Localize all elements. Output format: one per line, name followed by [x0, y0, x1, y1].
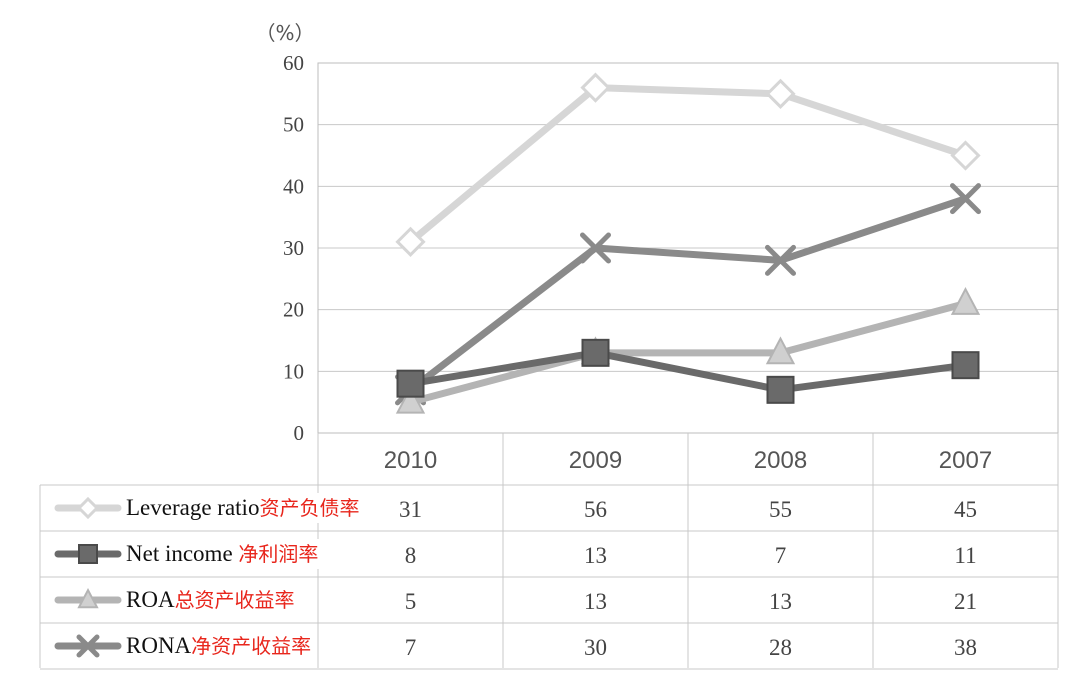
legend-entry-name: RONA — [126, 633, 192, 658]
legend-entry-name: Net income — [126, 541, 239, 566]
data-point — [766, 375, 795, 404]
legend-entry-name-cn: 净资产收益率 — [191, 634, 312, 658]
series-line — [407, 349, 969, 394]
marker-shape — [950, 183, 981, 215]
series — [395, 72, 981, 414]
data-point — [765, 244, 796, 276]
legend-key-marker — [77, 587, 99, 609]
legend-entry-label: Net income 净利润率 — [124, 539, 321, 569]
table-cell: 11 — [954, 543, 976, 568]
y-tick-label: 20 — [283, 298, 304, 322]
marker-shape — [765, 336, 796, 365]
y-tick-label: 40 — [283, 174, 304, 198]
data-point — [765, 78, 796, 109]
marker-shape — [581, 338, 610, 367]
legend-entry-label: Leverage ratio资产负债率 — [124, 493, 362, 523]
data-point — [950, 140, 981, 171]
x-tick-label: 2009 — [569, 447, 622, 474]
y-tick-label: 10 — [283, 359, 304, 383]
table-cell: 28 — [769, 635, 792, 660]
axes: （%） 0 10 20 30 40 50 60 2010 2009 2008 2007 — [255, 21, 992, 474]
marker-shape — [765, 78, 796, 109]
table-cell: 7 — [775, 543, 787, 568]
marker-shape — [396, 369, 425, 398]
table-cell: 21 — [954, 589, 977, 614]
marker-shape — [765, 244, 796, 276]
data-point — [950, 183, 981, 215]
x-tick-label: 2008 — [754, 447, 807, 474]
x-tick-label: 2007 — [939, 447, 992, 474]
marker-shape — [76, 496, 100, 520]
data-point — [395, 385, 426, 414]
data-point — [581, 338, 610, 367]
data-table: 31 56 55 45 8 13 7 11 5 13 13 21 7 30 28 38 — [39, 433, 1059, 670]
y-tick-label: 30 — [283, 236, 304, 260]
table-cell: 13 — [769, 589, 792, 614]
y-tick-label: 50 — [283, 113, 304, 137]
table-cell: 30 — [584, 635, 607, 660]
x-tick-label: 2010 — [384, 447, 437, 474]
table-cell: 13 — [584, 543, 607, 568]
data-point — [765, 336, 796, 365]
table-cell: 38 — [954, 635, 977, 660]
table-cell: 7 — [405, 635, 417, 660]
legend-key-marker — [78, 544, 98, 564]
legend-key-marker — [76, 634, 100, 658]
marker-shape — [580, 72, 611, 103]
legend-entry-name: Leverage ratio — [126, 495, 260, 520]
marker-shape — [76, 634, 100, 658]
marker-shape — [580, 232, 611, 264]
legend-entry-label: ROA总资产收益率 — [124, 585, 297, 615]
table-cell: 5 — [405, 589, 417, 614]
marker-shape — [78, 544, 98, 564]
data-point — [396, 369, 425, 398]
series-line — [407, 84, 969, 246]
table-cell: 8 — [405, 543, 417, 568]
table-cell: 56 — [584, 497, 607, 522]
marker-shape — [950, 287, 981, 315]
data-point — [951, 351, 980, 380]
legend-entry-name-cn: 净利润率 — [238, 542, 319, 566]
data-point — [580, 72, 611, 103]
table-cell: 55 — [769, 497, 792, 522]
data-point — [395, 226, 426, 257]
data-point — [580, 232, 611, 264]
series-line — [407, 195, 969, 394]
y-tick-label: 60 — [283, 51, 304, 75]
y-tick-label: 0 — [294, 421, 305, 445]
legend-entry-name-cn: 资产负债率 — [259, 496, 360, 520]
table-cell: 45 — [954, 497, 977, 522]
series-line — [407, 300, 969, 406]
data-point — [950, 287, 981, 315]
marker-shape — [395, 385, 426, 414]
marker-shape — [951, 351, 980, 380]
legend-entry-name-cn: 总资产收益率 — [174, 588, 295, 612]
legend-entry-name: ROA — [126, 587, 175, 612]
table-cell: 13 — [584, 589, 607, 614]
legend-entry-label: RONA净资产收益率 — [124, 631, 314, 661]
marker-shape — [766, 375, 795, 404]
marker-shape — [950, 140, 981, 171]
table-cell: 31 — [399, 497, 422, 522]
grid — [317, 62, 1059, 434]
marker-shape — [395, 226, 426, 257]
y-unit-label: （%） — [255, 21, 314, 45]
marker-shape — [77, 587, 99, 609]
legend-key-marker — [76, 496, 100, 520]
